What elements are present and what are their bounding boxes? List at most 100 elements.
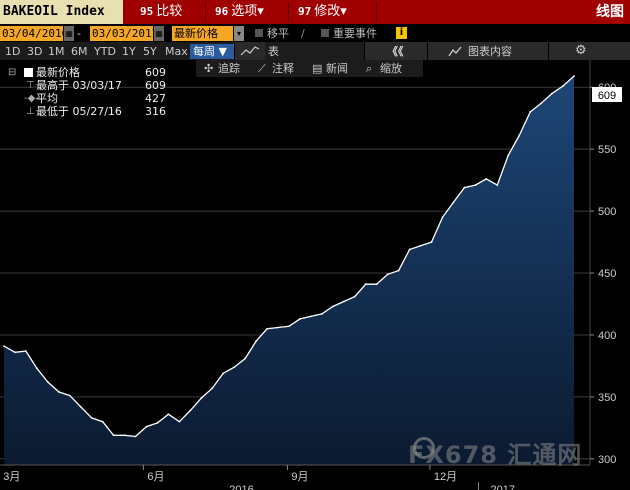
data-point — [529, 111, 532, 113]
data-point — [551, 92, 553, 95]
data-point — [90, 417, 93, 419]
legend-value: 316 — [145, 105, 166, 118]
legend-label: 最新价格 — [36, 66, 80, 79]
data-point — [419, 244, 422, 247]
range-1y[interactable]: 1Y — [122, 45, 136, 58]
data-point — [200, 397, 203, 400]
news-tool[interactable]: 新闻 — [326, 62, 348, 75]
crosshair-icon[interactable]: ✣ — [204, 62, 214, 75]
options-button[interactable]: 96 选项▾ — [215, 0, 264, 24]
x-axis: 3月 6月 9月 12月 2016 2017 — [0, 464, 590, 490]
magnifier-icon[interactable]: ⌕ — [366, 62, 373, 75]
range-ytd[interactable]: YTD — [94, 45, 116, 58]
collapse-button[interactable]: 《《 — [364, 42, 427, 60]
data-point — [145, 425, 148, 428]
range-5y[interactable]: 5Y — [143, 45, 157, 58]
chevron-down-icon[interactable]: ▾ — [234, 26, 244, 41]
y-tick-label: 450 — [598, 268, 616, 280]
year-label: 2017 — [490, 484, 514, 490]
moving-avg-checkbox[interactable] — [255, 29, 263, 37]
data-point — [112, 434, 115, 437]
data-point — [57, 391, 60, 393]
annotate-tool[interactable]: 注释 — [272, 62, 294, 75]
chart-content-label: 图表内容 — [468, 45, 512, 58]
range-3d[interactable]: 3D — [27, 45, 43, 58]
compare-button[interactable]: 95 比较 — [140, 0, 182, 24]
data-point — [68, 394, 71, 397]
data-point — [123, 434, 126, 437]
price-points — [3, 75, 575, 438]
chart-content-button[interactable]: 图表内容 — [427, 42, 548, 60]
legend-label: 最高于 03/03/17 — [36, 79, 122, 92]
divider — [205, 2, 206, 22]
last-value-label: 609 — [592, 87, 622, 102]
calendar-icon[interactable]: ▦ — [154, 26, 164, 41]
moving-avg-label: 移平 — [267, 27, 289, 40]
compare-hotkey: 95 — [140, 5, 154, 18]
line-chart-icon[interactable] — [234, 42, 265, 60]
data-point — [167, 413, 170, 416]
x-tick-label: 6月 — [147, 471, 164, 483]
table-button[interactable]: 表 — [268, 45, 279, 58]
average-marker-icon: -◆- — [24, 93, 39, 104]
chart-tools: ✣ 追踪 ⟋ 注释 ▤ 新闻 ⌕ 缩放 — [196, 60, 423, 77]
legend-row-low: ⊥ 最低于 05/27/16 316 — [4, 105, 166, 118]
events-label: 重要事件 — [333, 27, 377, 40]
y-tick-label: 500 — [598, 206, 616, 218]
info-icon[interactable]: i — [396, 27, 407, 39]
data-point — [518, 134, 521, 137]
data-point — [299, 317, 301, 320]
data-point — [310, 315, 312, 318]
chart-legend: ⊟ 最新价格 609 ⊤ 最高于 03/03/17 609 -◆- 平均 427… — [4, 66, 166, 118]
data-point — [244, 357, 247, 360]
data-point — [342, 300, 345, 303]
track-tool[interactable]: 追踪 — [218, 62, 240, 75]
divider — [288, 2, 289, 22]
start-date-input[interactable]: 03/04/2016 — [0, 26, 69, 41]
pencil-icon[interactable]: ⟋ — [258, 62, 266, 75]
range-1m[interactable]: 1M — [48, 45, 65, 58]
events-checkbox[interactable] — [321, 29, 329, 37]
price-chart[interactable]: 300350400450500550600 3月6月9月12月20162017 … — [0, 60, 630, 490]
range-6m[interactable]: 6M — [71, 45, 88, 58]
data-point — [189, 409, 192, 412]
legend-row-avg: -◆- 平均 427 — [4, 92, 166, 105]
options-hotkey: 96 — [215, 5, 229, 18]
settings-button[interactable]: ⚙ — [548, 42, 630, 60]
data-point — [386, 273, 389, 276]
modify-label: 修改▾ — [314, 4, 347, 19]
chart-content-icon — [448, 46, 462, 57]
data-point — [408, 248, 411, 251]
data-point — [452, 201, 455, 204]
end-date-input[interactable]: 03/03/2017 — [90, 26, 159, 41]
data-point — [211, 387, 214, 390]
modify-button[interactable]: 97 修改▾ — [298, 0, 347, 24]
gear-icon: ⚙ — [575, 43, 587, 58]
frequency-select[interactable]: 每周 ▼ — [190, 44, 236, 59]
series-swatch — [24, 68, 33, 77]
range-max[interactable]: Max — [165, 45, 188, 58]
x-tick-label: 9月 — [291, 471, 308, 483]
y-tick-label: 300 — [598, 454, 616, 466]
data-point — [156, 421, 159, 424]
legend-value: 427 — [145, 92, 166, 105]
calendar-icon[interactable]: ▦ — [64, 26, 74, 41]
data-point — [496, 184, 499, 186]
pen-icon[interactable]: / — [301, 27, 305, 40]
y-tick-label: 400 — [598, 330, 616, 342]
chart-type-title: 线图 — [596, 4, 624, 20]
field-select[interactable]: 最新价格 — [172, 26, 233, 41]
range-toolbar: 1D 3D 1M 6M YTD 1Y 5Y Max 每周 ▼ 表 《《 图表内容… — [0, 42, 630, 60]
date-separator: - — [77, 27, 81, 40]
range-1d[interactable]: 1D — [5, 45, 21, 58]
zoom-tool[interactable]: 缩放 — [380, 62, 402, 75]
news-icon[interactable]: ▤ — [312, 62, 323, 75]
data-point — [222, 372, 225, 375]
data-point — [134, 435, 137, 438]
data-point — [79, 405, 82, 408]
data-point — [178, 420, 181, 423]
collapse-icon[interactable]: ⊟ — [8, 67, 17, 78]
data-point — [46, 381, 49, 383]
ticker-field[interactable]: BAKEOIL Index — [0, 0, 123, 24]
legend-value: 609 — [145, 79, 166, 92]
